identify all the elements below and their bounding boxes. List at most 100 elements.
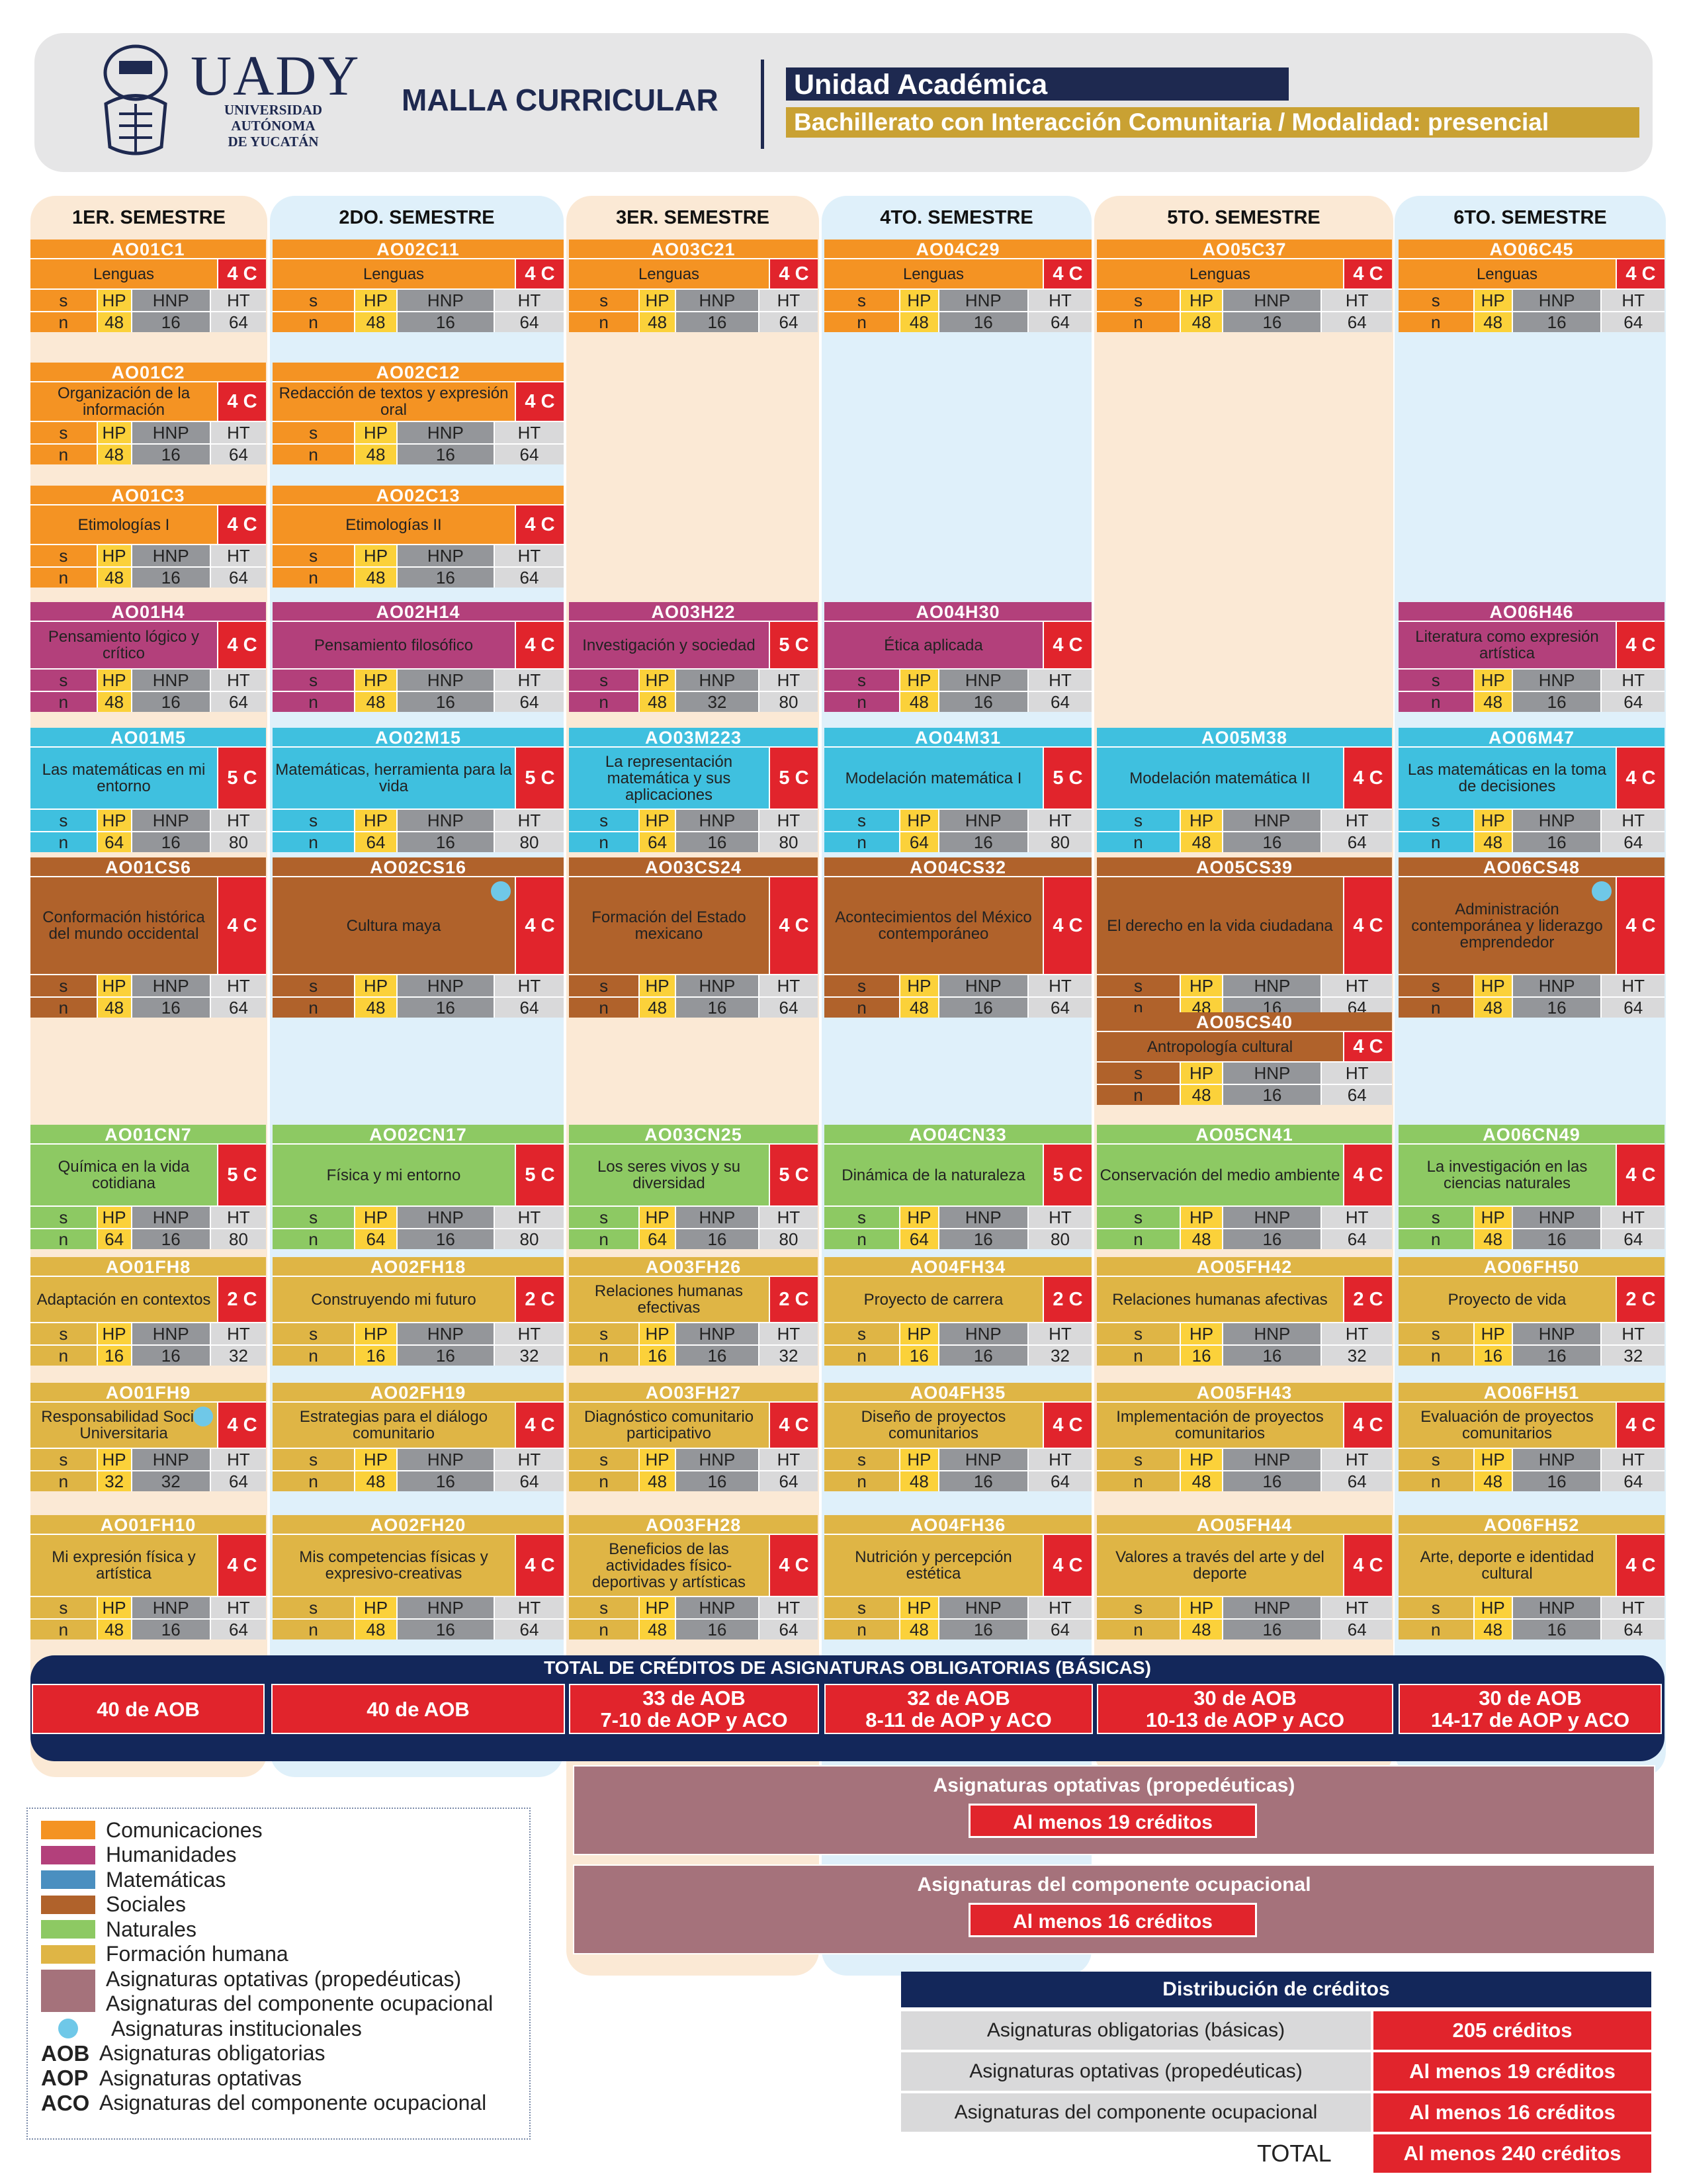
course-card[interactable]: AO02C12 Redacción de textos y expresión o…	[273, 363, 564, 464]
course-credits: 5 C	[515, 1145, 564, 1205]
course-card[interactable]: AO05CS39 El derecho en la vida ciudadana 4…	[1097, 857, 1392, 1018]
hours-label: n	[569, 312, 639, 332]
course-name-row: Modelación matemática II 4 C	[1097, 746, 1392, 808]
hours-values-row: n 16 16 32	[1097, 1344, 1392, 1366]
course-card[interactable]: AO06M47 Las matemáticas en la toma de dec…	[1399, 728, 1665, 852]
course-card[interactable]: AO03FH28 Beneficios de las actividades fí…	[569, 1515, 818, 1639]
hp-cell: HP	[638, 290, 675, 311]
hours-label: n	[273, 312, 355, 332]
course-card[interactable]: AO06FH52 Arte, deporte e identidad cultur…	[1399, 1515, 1665, 1639]
hnp-cell: 16	[396, 1620, 494, 1639]
hours-values-row: n 48 16 64	[1399, 1618, 1665, 1639]
hnp-cell: HNP	[674, 290, 758, 311]
course-card[interactable]: AO06CS48 Administración contemporánea y l…	[1399, 857, 1665, 1018]
hnp-cell: HNP	[674, 1597, 758, 1618]
hp-cell: 48	[1179, 1471, 1223, 1491]
course-card[interactable]: AO01CS6 Conformación histórica del mundo …	[30, 857, 266, 1018]
course-card[interactable]: AO04FH36 Nutrición y percepción estética 4…	[824, 1515, 1092, 1639]
hours-values-row: n 48 16 64	[824, 1618, 1092, 1639]
hnp-cell: HNP	[130, 290, 210, 311]
course-code: AO01CS6	[30, 857, 266, 877]
course-credits: 2 C	[217, 1277, 266, 1322]
course-card[interactable]: AO04FH35 Diseño de proyectos comunitarios…	[824, 1383, 1092, 1491]
hp-cell: 48	[1473, 692, 1512, 712]
course-card[interactable]: AO02M15 Matemáticas, herramienta para la …	[273, 728, 564, 852]
ht-cell: 64	[1600, 1229, 1665, 1249]
hours-header-row: s HP HNP HT	[1399, 1448, 1665, 1470]
course-card[interactable]: AO06CN49 La investigación en las ciencias…	[1399, 1125, 1665, 1249]
course-credits: 4 C	[217, 1535, 266, 1596]
course-card[interactable]: AO01FH9 Responsabilidad Social Universita…	[30, 1383, 266, 1491]
ocupacional-box: Asignaturas del componente ocupacional A…	[573, 1864, 1655, 1954]
hours-header-row: s HP HNP HT	[569, 1596, 818, 1618]
course-card[interactable]: AO03FH27 Diagnóstico comunitario particip…	[569, 1383, 818, 1491]
hours-label: s	[569, 1323, 639, 1344]
course-card[interactable]: AO01FH10 Mi expresión física y artística 4…	[30, 1515, 266, 1639]
ht-cell: 64	[493, 1471, 564, 1491]
hours-label: n	[569, 1346, 639, 1366]
course-card[interactable]: AO06FH51 Evaluación de proyectos comunita…	[1399, 1383, 1665, 1491]
course-name-row: Antropología cultural 4 C	[1097, 1031, 1392, 1061]
course-card[interactable]: AO05FH43 Implementación de proyectos comu…	[1097, 1383, 1392, 1491]
hp-cell: 48	[638, 1471, 675, 1491]
hp-cell: 48	[96, 568, 131, 588]
hours-values-row: n 48 32 80	[569, 691, 818, 712]
course-credits: 4 C	[1616, 1403, 1665, 1448]
course-card[interactable]: AO03M223 La representación matemática y s…	[569, 728, 818, 852]
hp-cell: HP	[96, 1449, 131, 1470]
course-card[interactable]: AO03CS24 Formación del Estado mexicano 4 C…	[569, 857, 818, 1018]
course-card[interactable]: AO05FH44 Valores a través del arte y del …	[1097, 1515, 1392, 1639]
course-code: AO01C2	[30, 363, 266, 382]
hp-cell: HP	[96, 1207, 131, 1228]
course-card[interactable]: AO06H46 Literatura como expresión artísti…	[1399, 602, 1665, 712]
course-name-row: Mi expresión física y artística 4 C	[30, 1534, 266, 1596]
hnp-cell: 16	[1511, 312, 1601, 332]
hours-label: n	[824, 1229, 900, 1249]
legend-item: Humanidades	[41, 1843, 236, 1867]
course-card[interactable]: AO02FH19 Estrategias para el diálogo comu…	[273, 1383, 564, 1491]
ocupacional-title: Asignaturas del componente ocupacional	[917, 1874, 1311, 1896]
ht-cell: HT	[493, 1597, 564, 1618]
hnp-cell: 16	[130, 998, 210, 1018]
hp-cell: HP	[899, 1207, 938, 1228]
hnp-cell: HNP	[937, 1323, 1027, 1344]
course-card[interactable]: AO02FH20 Mis competencias físicas y expre…	[273, 1515, 564, 1639]
course-card[interactable]: AO03CN25 Los seres vivos y su diversidad 5…	[569, 1125, 818, 1249]
course-code: AO02FH18	[273, 1257, 564, 1277]
hours-label: s	[273, 1449, 355, 1470]
ht-cell: HT	[1600, 1323, 1665, 1344]
ht-cell: HT	[1600, 290, 1665, 311]
course-card[interactable]: AO04CS32 Acontecimientos del México conte…	[824, 857, 1092, 1018]
course-credits: 4 C	[515, 877, 564, 974]
course-card[interactable]: AO05CN41 Conservación del medio ambiente 4…	[1097, 1125, 1392, 1249]
ht-cell: HT	[1600, 1449, 1665, 1470]
ht-cell: HT	[493, 1323, 564, 1344]
